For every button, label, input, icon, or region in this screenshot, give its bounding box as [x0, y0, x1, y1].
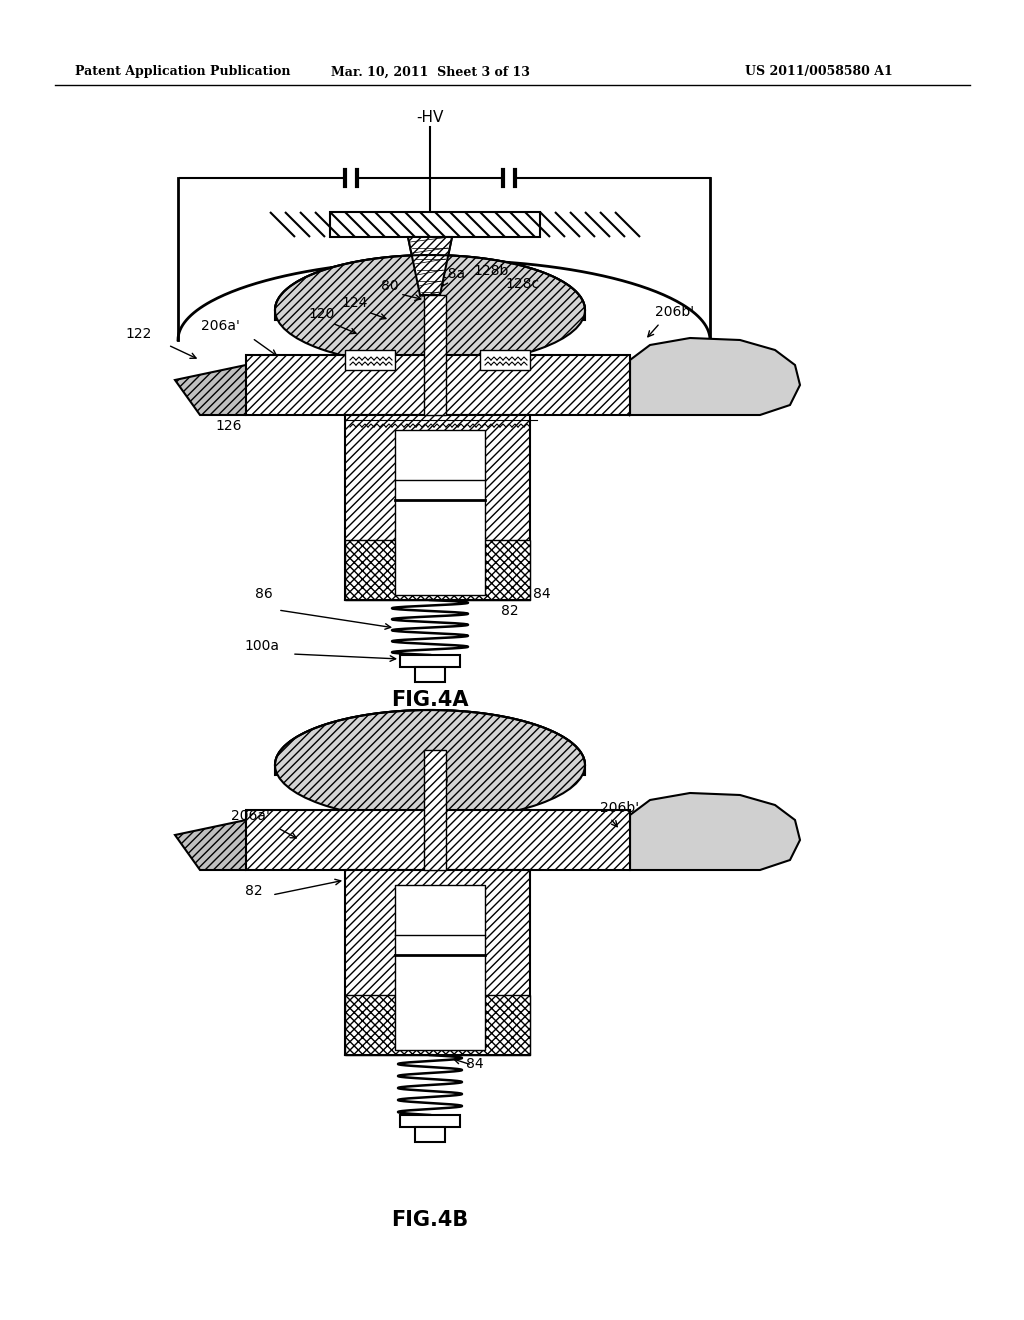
Polygon shape [630, 793, 800, 870]
Text: Patent Application Publication: Patent Application Publication [75, 66, 291, 78]
Polygon shape [630, 338, 800, 414]
Text: -HV: -HV [417, 111, 443, 125]
Text: 84: 84 [466, 1057, 483, 1071]
Text: 206b': 206b' [655, 305, 694, 319]
Bar [345, 540, 530, 601]
Bar [415, 1127, 445, 1142]
Text: FIG.4B: FIG.4B [391, 1210, 469, 1230]
Bar [345, 870, 530, 1055]
Polygon shape [175, 814, 332, 870]
Text: 126: 126 [215, 418, 242, 433]
Bar [424, 294, 446, 414]
Text: Mar. 10, 2011  Sheet 3 of 13: Mar. 10, 2011 Sheet 3 of 13 [331, 66, 529, 78]
Text: 84: 84 [534, 587, 551, 601]
Bar [400, 1115, 460, 1127]
Bar [395, 430, 485, 595]
Text: 100a: 100a [245, 639, 280, 653]
Text: 128a: 128a [430, 267, 465, 281]
Ellipse shape [275, 710, 585, 820]
Bar [400, 655, 460, 667]
Text: 206a': 206a' [201, 319, 240, 333]
Polygon shape [630, 345, 790, 414]
Text: 80: 80 [431, 774, 449, 788]
Bar [246, 355, 630, 414]
Bar [480, 350, 530, 370]
Bar [345, 350, 395, 370]
Text: 128b: 128b [473, 264, 508, 279]
Text: 82: 82 [501, 605, 519, 618]
Polygon shape [275, 255, 585, 319]
Bar [424, 750, 446, 870]
Bar [345, 995, 530, 1055]
Text: FIG.4A: FIG.4A [391, 690, 469, 710]
Bar [415, 667, 445, 682]
Text: 122: 122 [126, 327, 152, 341]
Polygon shape [175, 360, 332, 414]
Bar [345, 414, 530, 601]
Polygon shape [408, 238, 452, 294]
Text: US 2011/0058580 A1: US 2011/0058580 A1 [745, 66, 893, 78]
Text: 82: 82 [246, 884, 263, 898]
Text: 120: 120 [309, 308, 335, 321]
Ellipse shape [275, 255, 585, 366]
Polygon shape [275, 710, 585, 775]
Text: 86: 86 [255, 587, 272, 601]
Text: 206a': 206a' [231, 809, 270, 822]
Polygon shape [408, 238, 452, 294]
Text: 80: 80 [381, 279, 398, 293]
Text: 206b': 206b' [600, 801, 639, 814]
Text: 124: 124 [342, 296, 369, 310]
Text: 128c: 128c [505, 277, 539, 290]
Bar [395, 884, 485, 1049]
Bar [246, 810, 630, 870]
Bar [330, 213, 540, 238]
